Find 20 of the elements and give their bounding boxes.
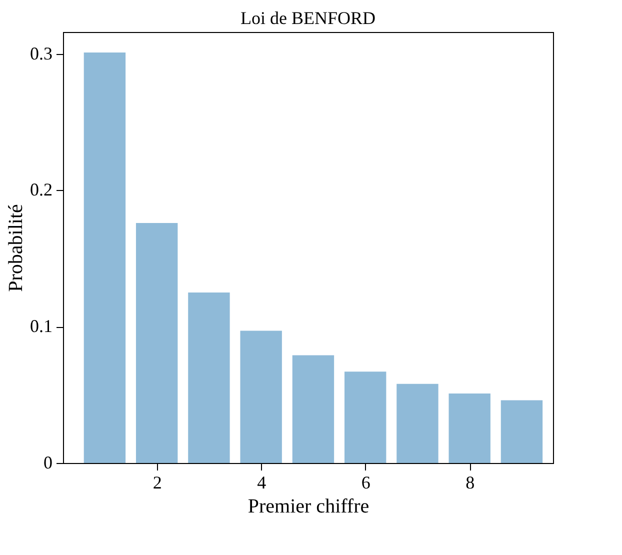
bar bbox=[448, 393, 490, 463]
x-tick-label: 6 bbox=[361, 472, 370, 492]
x-axis-title: Premier chiffre bbox=[248, 496, 370, 518]
x-tick-label: 4 bbox=[257, 472, 266, 492]
y-tick-label: 0.3 bbox=[30, 43, 52, 64]
bar bbox=[344, 372, 386, 463]
chart-title: Loi de BENFORD bbox=[240, 8, 376, 28]
bar bbox=[396, 384, 438, 463]
y-tick-label: 0.1 bbox=[30, 316, 52, 336]
bar bbox=[500, 400, 543, 463]
bar bbox=[292, 355, 334, 463]
bar bbox=[240, 330, 282, 463]
bar bbox=[136, 222, 178, 463]
y-tick-label: 0 bbox=[44, 452, 52, 472]
bar bbox=[84, 52, 126, 463]
x-tick-label: 8 bbox=[466, 472, 475, 492]
y-axis-title: Probabilité bbox=[5, 204, 27, 292]
bar bbox=[188, 292, 230, 463]
x-tick-label: 2 bbox=[152, 472, 162, 492]
y-tick-label: 0.2 bbox=[30, 180, 52, 200]
